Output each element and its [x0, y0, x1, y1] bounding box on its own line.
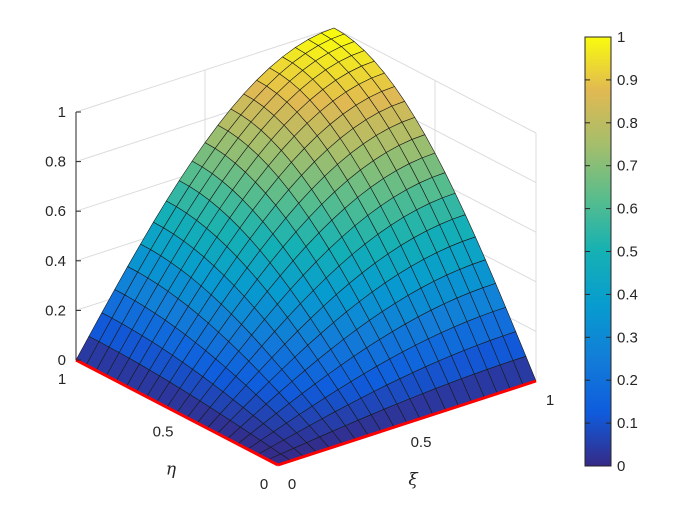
xi-tick-label: 1	[546, 392, 554, 409]
xi-axis-label: ξ	[408, 470, 419, 490]
colorbar-tick-label: 0.6	[617, 201, 638, 218]
eta-tick-label: 1	[58, 371, 66, 388]
boundary-edge-xi0	[75, 358, 279, 467]
colorbar-tick-label: 0.4	[617, 286, 638, 303]
colorbar-tick-label: 0.5	[617, 244, 638, 261]
eta-tick-label: 0.5	[153, 424, 174, 441]
colorbar-tick-label: 0.3	[617, 329, 638, 346]
colorbar-tick-label: 0.8	[617, 115, 638, 132]
xi-tick-label: 0	[288, 476, 296, 493]
colorbar-tick-label: 0.7	[617, 158, 638, 175]
colorbar-tick-label: 0.1	[617, 415, 638, 432]
colorbar: 0 0.1 0.2 0.3 0.4 0.5 0.6 0.7 0.8 0.9 1	[584, 29, 638, 475]
boundary-edge-eta0	[277, 379, 537, 467]
colorbar-tick-label: 1	[617, 29, 625, 46]
z-tick-label: 0	[58, 352, 66, 369]
colorbar-tick-label: 0	[617, 458, 625, 475]
eta-axis-label: η	[166, 460, 177, 480]
surface	[75, 27, 537, 466]
xi-tick-label: 0.5	[411, 434, 432, 451]
colorbar-tick-label: 0.9	[617, 72, 638, 89]
z-tick-label: 0.8	[45, 154, 66, 171]
z-tick-label: 1	[58, 104, 66, 121]
z-tick-label: 0.2	[45, 302, 66, 319]
eta-tick-label: 0	[260, 476, 268, 493]
boundary-highlight	[75, 358, 537, 467]
colorbar-tick-label: 0.2	[617, 372, 638, 389]
axis-ticks: 0 0.2 0.4 0.6 0.8 1 0 0.5 1 0 0.5 1 ξ η	[45, 104, 554, 493]
z-tick-label: 0.6	[45, 203, 66, 220]
z-tick-label: 0.4	[45, 253, 66, 270]
